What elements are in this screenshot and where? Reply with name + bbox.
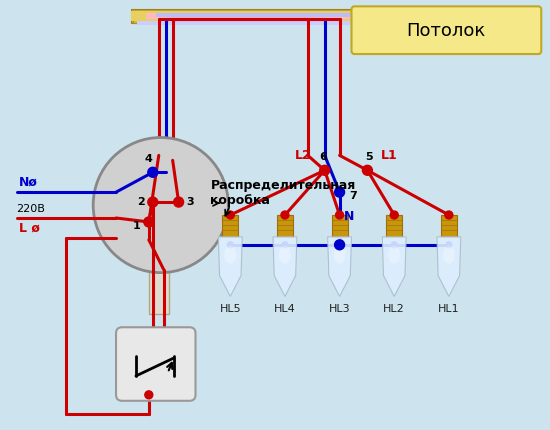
Text: 4: 4 (145, 154, 153, 164)
Circle shape (226, 211, 234, 219)
Circle shape (391, 242, 397, 248)
Circle shape (148, 167, 158, 177)
Text: 2: 2 (137, 197, 145, 207)
Text: 7: 7 (349, 191, 358, 201)
Text: L ø: L ø (19, 222, 40, 235)
Bar (149, 270, 169, 314)
Bar (131, 9, 361, 23)
Text: HL3: HL3 (329, 304, 350, 314)
Ellipse shape (443, 246, 455, 264)
Text: HL2: HL2 (383, 304, 405, 314)
Text: коробка: коробка (211, 194, 270, 206)
FancyBboxPatch shape (116, 327, 195, 401)
Ellipse shape (388, 246, 400, 264)
Text: 5: 5 (366, 152, 373, 163)
Circle shape (336, 211, 344, 219)
Bar (222, 215, 238, 237)
Circle shape (390, 211, 398, 219)
Circle shape (334, 240, 344, 250)
Circle shape (445, 211, 453, 219)
Bar (277, 215, 293, 237)
Bar (332, 215, 348, 237)
Text: L2: L2 (294, 149, 311, 163)
Bar (131, 11, 360, 21)
Polygon shape (382, 237, 406, 296)
Circle shape (446, 242, 452, 248)
Text: 220В: 220В (16, 204, 45, 214)
Polygon shape (437, 237, 461, 296)
Circle shape (337, 242, 343, 248)
Text: Потолок: Потолок (406, 22, 486, 40)
Text: HL4: HL4 (274, 304, 296, 314)
Circle shape (145, 391, 153, 399)
FancyBboxPatch shape (137, 21, 355, 25)
Circle shape (174, 197, 184, 207)
Polygon shape (328, 237, 351, 296)
Text: HL5: HL5 (219, 304, 241, 314)
Circle shape (93, 138, 228, 273)
FancyBboxPatch shape (137, 14, 355, 20)
Circle shape (148, 197, 158, 207)
FancyBboxPatch shape (133, 11, 360, 23)
Circle shape (281, 211, 289, 219)
Circle shape (282, 242, 288, 248)
Text: HL1: HL1 (438, 304, 460, 314)
FancyBboxPatch shape (351, 6, 541, 54)
Text: 3: 3 (187, 197, 194, 207)
Text: Распределительная: Распределительная (211, 179, 356, 192)
Bar (156, 13, 355, 17)
Circle shape (227, 242, 233, 248)
Polygon shape (273, 237, 297, 296)
Ellipse shape (224, 246, 236, 264)
Ellipse shape (279, 246, 291, 264)
Circle shape (144, 217, 154, 227)
Circle shape (334, 187, 344, 197)
Ellipse shape (334, 246, 345, 264)
Circle shape (362, 165, 372, 175)
Text: N: N (344, 210, 355, 223)
Bar (146, 13, 360, 19)
Text: Nø: Nø (19, 175, 37, 188)
Bar (386, 215, 402, 237)
Text: 1: 1 (133, 221, 141, 231)
Text: L1: L1 (381, 149, 398, 163)
Bar (441, 215, 457, 237)
Polygon shape (218, 237, 242, 296)
Text: 6: 6 (319, 152, 327, 163)
Circle shape (320, 165, 329, 175)
